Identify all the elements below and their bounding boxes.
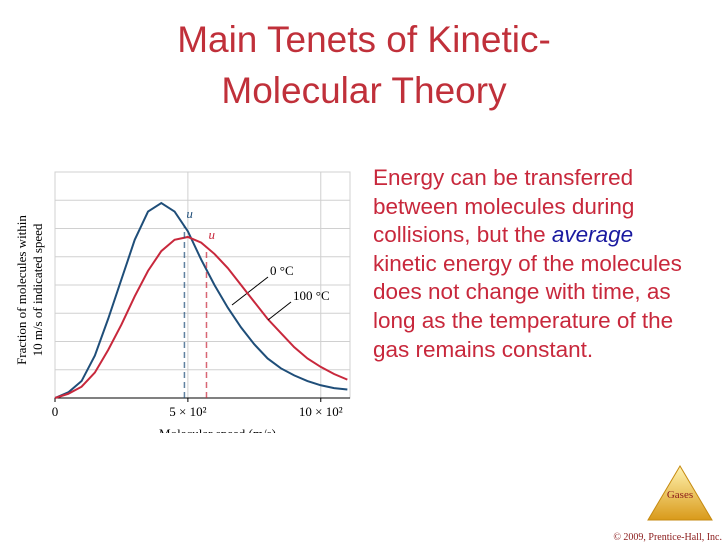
speed-marker-label: u xyxy=(186,206,193,221)
x-tick-label: 10 × 10² xyxy=(299,404,343,419)
y-axis-label: Fraction of molecules within xyxy=(14,215,29,365)
body-text-part: Energy can be transferred between molecu… xyxy=(373,165,635,248)
title-line: Molecular Theory xyxy=(221,70,507,111)
y-axis-label: 10 m/s of indicated speed xyxy=(30,223,45,356)
speed-marker-label: u xyxy=(208,227,215,242)
x-axis-label: Molecular speed (m/s) xyxy=(159,426,276,441)
emphasis: average xyxy=(551,222,634,248)
badge-icon xyxy=(647,465,713,521)
leader-line xyxy=(231,276,269,306)
curve xyxy=(54,235,348,399)
x-tick-label: 0 xyxy=(52,404,59,419)
title-line: Main Tenets of Kinetic- xyxy=(177,19,551,60)
chart: 0 5 × 10² 10 × 10² Molecular speed (m/s) Fra… xyxy=(14,171,351,441)
copyright: © 2009, Prentice-Hall, Inc. xyxy=(613,532,722,543)
series-label: 100 °C xyxy=(293,288,330,303)
badge-label: Gases xyxy=(667,489,693,501)
curve xyxy=(54,201,348,399)
leader-line xyxy=(267,301,292,321)
series-label: 0 °C xyxy=(270,263,294,278)
body-text-part: kinetic energy of the molecules does not… xyxy=(373,250,682,362)
body-text: Energy can be transferred between molecu… xyxy=(373,164,688,364)
x-tick-label: 5 × 10² xyxy=(169,404,206,419)
